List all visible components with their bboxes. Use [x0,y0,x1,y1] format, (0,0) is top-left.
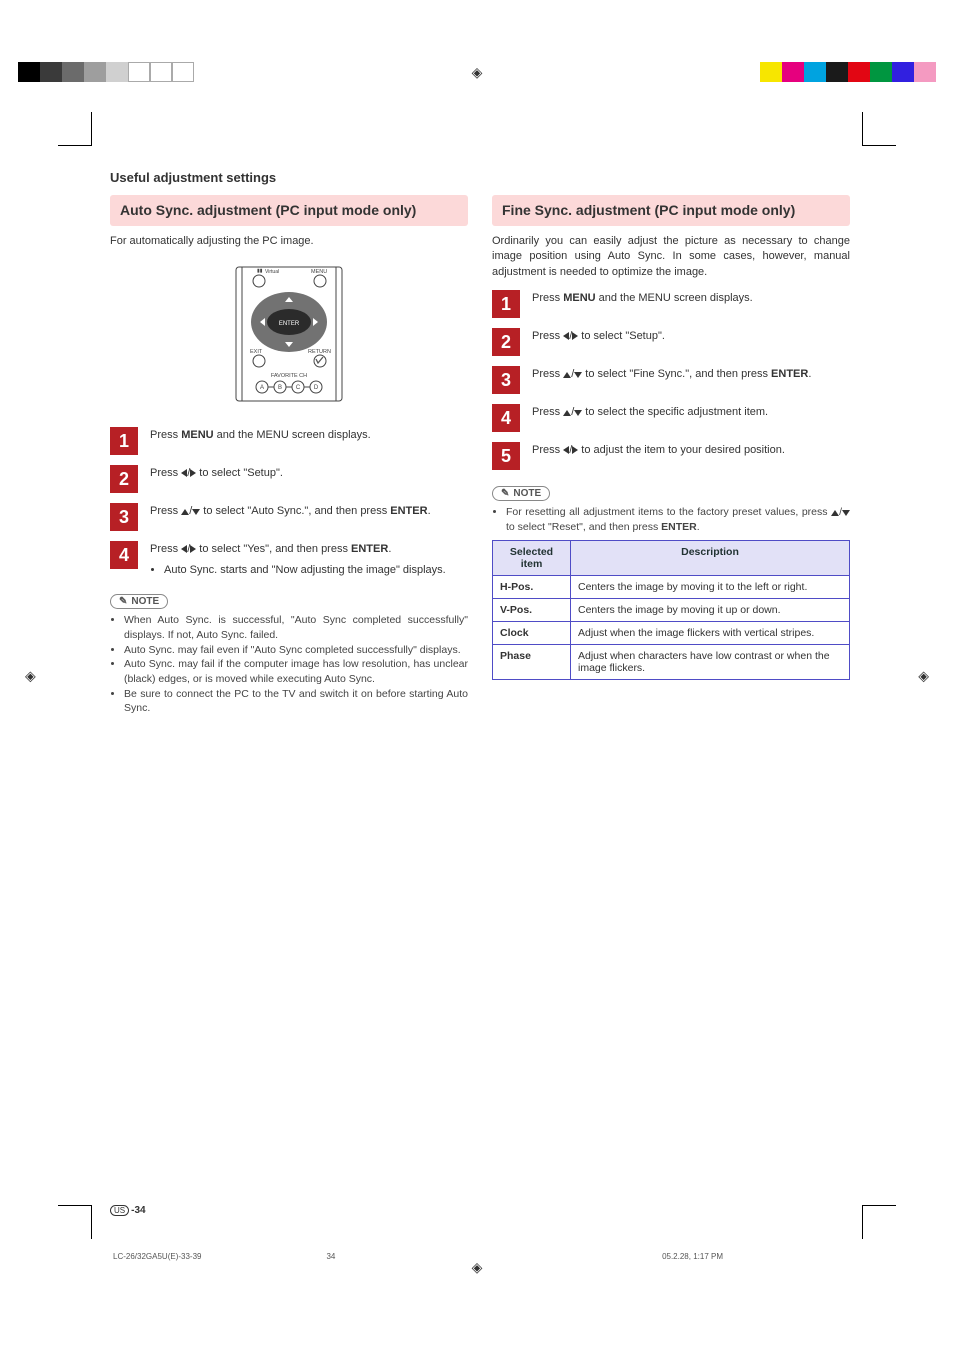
note-item: Be sure to connect the PC to the TV and … [124,687,468,716]
step-number: 2 [492,328,520,356]
table-header: Selected item [493,541,571,576]
note-list-left: When Auto Sync. is successful, "Auto Syn… [110,613,468,716]
svg-text:EXIT: EXIT [250,349,263,355]
note-item: When Auto Sync. is successful, "Auto Syn… [124,613,468,642]
table-row: ClockAdjust when the image flickers with… [493,622,850,645]
color-bars-left [18,62,194,82]
page-content: Useful adjustment settings Auto Sync. ad… [110,170,850,716]
sheet-number: 34 [326,1252,335,1261]
step-number: 2 [110,465,138,493]
table-key: V-Pos. [493,599,571,622]
intro-text: Ordinarily you can easily adjust the pic… [492,234,850,280]
note-badge: ✎ NOTE [492,486,550,501]
svg-text:B: B [278,385,282,391]
registration-mark-right: ◈ [918,667,929,684]
remote-illustration: ▮▮ Virtual MENU ENTER EXIT RETURN FAVORI… [214,259,364,409]
step-number: 4 [110,541,138,569]
crop-mark [58,1205,92,1239]
step: 1 Press MENU and the MENU screen displays… [492,290,850,318]
step-number: 4 [492,404,520,432]
left-column: Auto Sync. adjustment (PC input mode onl… [110,195,468,716]
step-number: 1 [492,290,520,318]
section-heading-auto-sync: Auto Sync. adjustment (PC input mode onl… [110,195,468,226]
svg-text:▮▮: ▮▮ [257,268,263,274]
note-list-right: For resetting all adjustment items to th… [492,505,850,534]
step-body: Press / to select "Auto Sync.", and then… [150,503,431,520]
step-number: 5 [492,442,520,470]
step: 3 Press / to select "Fine Sync.", and the… [492,366,850,394]
step-body: Press MENU and the MENU screen displays. [532,290,753,307]
step-bullet: Auto Sync. starts and "Now adjusting the… [164,562,446,579]
crop-mark [58,112,92,146]
svg-text:C: C [296,385,301,391]
table-key: H-Pos. [493,576,571,599]
svg-text:ENTER: ENTER [279,321,300,327]
registration-mark-bottom: ◈ [472,1259,483,1276]
right-column: Fine Sync. adjustment (PC input mode onl… [492,195,850,716]
step-body: Press / to select "Setup". [150,465,283,482]
step-number: 1 [110,427,138,455]
crop-mark [862,112,896,146]
step-body: Press MENU and the MENU screen displays. [150,427,371,444]
step: 4 Press / to select "Yes", and then press… [110,541,468,578]
crop-mark [862,1205,896,1239]
table-row: V-Pos.Centers the image by moving it up … [493,599,850,622]
step: 3 Press / to select "Auto Sync.", and the… [110,503,468,531]
step-body: Press / to select "Setup". [532,328,665,345]
svg-text:D: D [314,385,319,391]
table-row: PhaseAdjust when characters have low con… [493,645,850,680]
note-badge: ✎ NOTE [110,594,168,609]
step: 4 Press / to select the specific adjustme… [492,404,850,432]
table-header: Description [571,541,850,576]
svg-text:A: A [260,385,264,391]
imposition-footer: LC-26/32GA5U(E)-33-39 34 05.2.28, 1:17 P… [113,1252,853,1261]
step-body: Press / to select the specific adjustmen… [532,404,768,421]
step: 5 Press / to adjust the item to your desi… [492,442,850,470]
step-body: Press / to select "Fine Sync.", and then… [532,366,811,383]
table-desc: Centers the image by moving it to the le… [571,576,850,599]
step: 1 Press MENU and the MENU screen displays… [110,427,468,455]
color-bars-right [760,62,936,82]
timestamp: 05.2.28, 1:17 PM [662,1252,723,1261]
intro-text: For automatically adjusting the PC image… [110,234,468,249]
svg-text:FAVORITE CH: FAVORITE CH [271,373,307,379]
table-key: Clock [493,622,571,645]
step-number: 3 [492,366,520,394]
table-desc: Adjust when the image flickers with vert… [571,622,850,645]
svg-text:Virtual: Virtual [265,269,279,275]
table-key: Phase [493,645,571,680]
registration-mark-top: ◈ [472,64,483,81]
registration-mark-left: ◈ [25,667,36,684]
note-item: Auto Sync. may fail if the computer imag… [124,657,468,686]
steps-left: 1 Press MENU and the MENU screen displays… [110,427,468,578]
page-title: Useful adjustment settings [110,170,850,185]
table-desc: Centers the image by moving it up or dow… [571,599,850,622]
file-name: LC-26/32GA5U(E)-33-39 [113,1252,201,1261]
page-footer: US -34 [110,1205,850,1216]
note-item: Auto Sync. may fail even if "Auto Sync c… [124,643,468,658]
step-number: 3 [110,503,138,531]
description-table: Selected item Description H-Pos.Centers … [492,540,850,680]
page-number: -34 [131,1205,145,1216]
note-item: For resetting all adjustment items to th… [506,505,850,534]
step-body: Press / to adjust the item to your desir… [532,442,785,459]
svg-text:RETURN: RETURN [308,349,331,355]
table-row: H-Pos.Centers the image by moving it to … [493,576,850,599]
steps-right: 1 Press MENU and the MENU screen displays… [492,290,850,470]
step: 2 Press / to select "Setup". [110,465,468,493]
section-heading-fine-sync: Fine Sync. adjustment (PC input mode onl… [492,195,850,226]
region-badge: US [110,1205,129,1216]
step-body: Press / to select "Yes", and then press … [150,541,446,578]
step: 2 Press / to select "Setup". [492,328,850,356]
table-desc: Adjust when characters have low contrast… [571,645,850,680]
svg-text:MENU: MENU [311,269,327,275]
